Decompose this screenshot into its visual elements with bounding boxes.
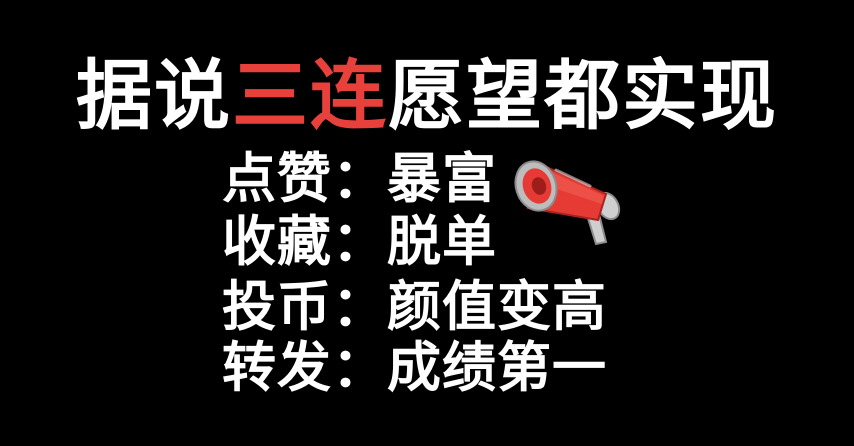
wish-label-coin: 投币： (222, 275, 387, 338)
wish-label-favorite: 收藏： (222, 210, 387, 273)
headline-highlight: 三连 (232, 51, 388, 140)
headline-part1: 据说 (76, 51, 232, 140)
wish-label-share: 转发： (222, 336, 387, 399)
wish-line-favorite: 收藏：脱单 (222, 210, 497, 274)
megaphone-icon (514, 160, 621, 246)
headline: 据说三连愿望都实现 (0, 48, 854, 144)
wish-text-like: 暴富 (387, 147, 497, 210)
wish-text-coin: 颜值变高 (387, 275, 607, 338)
wish-line-share: 转发：成绩第一 (222, 336, 607, 400)
headline-part2: 愿望都实现 (388, 51, 778, 140)
wish-text-share: 成绩第一 (387, 336, 607, 399)
wish-line-like: 点赞：暴富 (222, 147, 497, 211)
wish-line-coin: 投币：颜值变高 (222, 275, 607, 339)
wish-text-favorite: 脱单 (387, 210, 497, 273)
wish-label-like: 点赞： (222, 147, 387, 210)
